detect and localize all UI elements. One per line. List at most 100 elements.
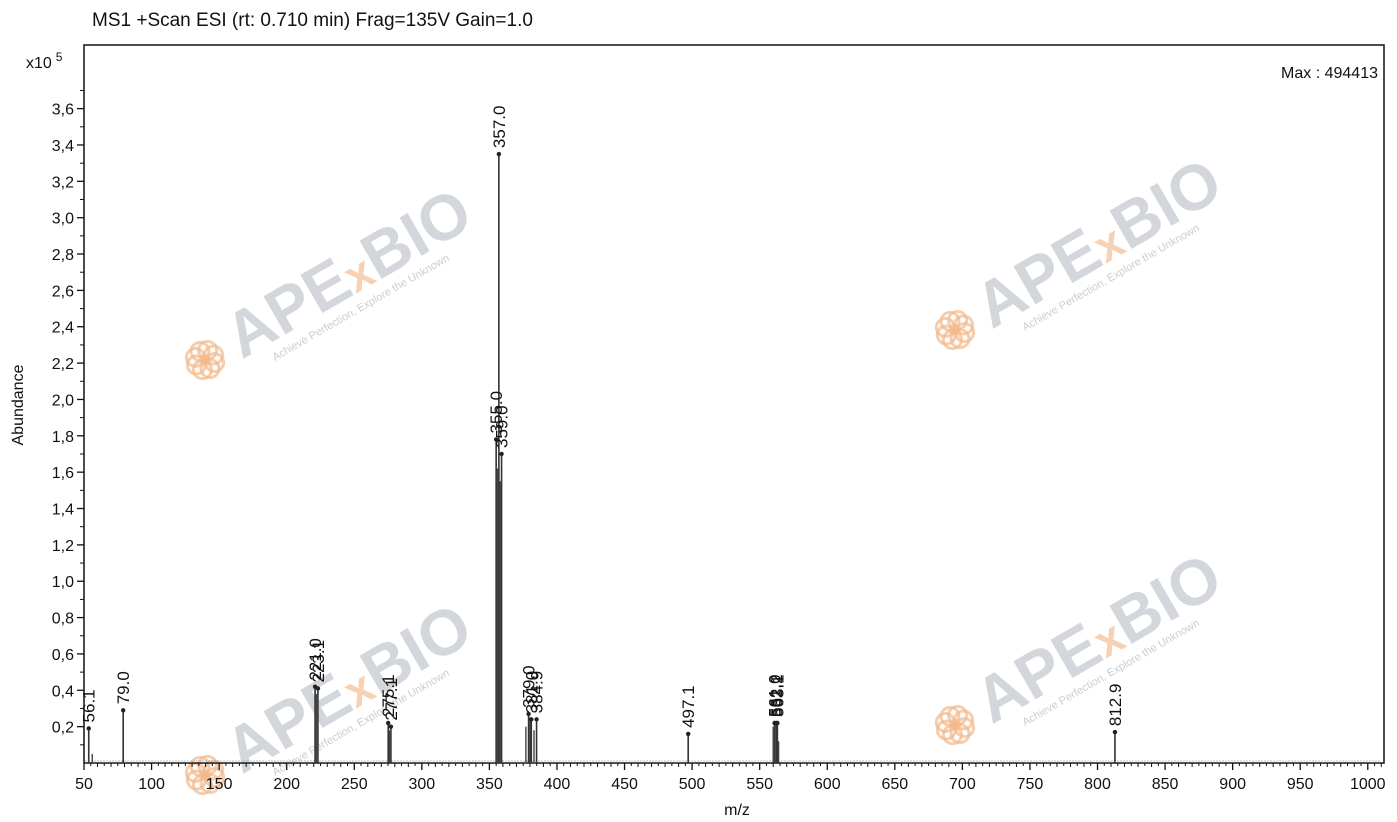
x-tick-label: 800 (1084, 776, 1111, 793)
peak-label: 277.1 (382, 678, 401, 721)
y-exponent-label: 5 (56, 50, 63, 64)
x-tick-label: 650 (881, 776, 908, 793)
peak-marker (529, 717, 534, 722)
axes-layer: 50 100 150 200 250 300 350 400 450 500 550 600 650 70… (52, 89, 1386, 793)
y-tick-label: 0,4 (52, 683, 74, 700)
logo-center (199, 769, 211, 781)
peak-label: 275.1 (379, 674, 398, 717)
baseline-noise (85, 760, 1380, 763)
peaks-layer (85, 154, 1380, 763)
logo-petal (197, 339, 219, 361)
peak-label: 56.1 (80, 689, 99, 722)
peak-marker (315, 686, 321, 691)
x-tick-label: 250 (341, 776, 368, 793)
y-tick-label: 2,8 (52, 247, 74, 264)
y-tick-label: 0,2 (52, 720, 74, 737)
y-tick-label: 0,6 (52, 647, 74, 664)
y-tick-label: 3,6 (52, 102, 74, 119)
logo-petal (947, 704, 969, 726)
logo-center (949, 719, 961, 731)
peak-marker (385, 720, 391, 726)
x-tick-label: 750 (1017, 776, 1044, 793)
x-tick-label: 550 (746, 776, 773, 793)
peak-label: 562.2 (767, 674, 786, 717)
x-tick-label: 600 (814, 776, 841, 793)
x-tick-label: 100 (138, 776, 165, 793)
peak-label: 497.1 (679, 685, 698, 728)
peak-marker (775, 720, 780, 726)
x-tick-label: 450 (611, 776, 638, 793)
x-tick-label: 900 (1219, 776, 1246, 793)
peak-marker (499, 451, 504, 457)
apexbio-logo-icon (934, 309, 976, 351)
peak-label: 379.0 (520, 665, 539, 708)
peak-label: 381.0 (522, 671, 541, 714)
apexbio-logo-icon (184, 754, 226, 796)
x-tick-label: 50 (75, 776, 93, 793)
peak-label: 812.9 (1106, 684, 1125, 727)
peak-label: 221.0 (306, 638, 325, 681)
y-multiplier-label: x10 5 (26, 50, 63, 72)
y-tick-label: 3,2 (52, 174, 74, 191)
y-tick-label: 1,8 (52, 429, 74, 446)
watermark-brand: APExBIO (213, 589, 484, 787)
x-tick-label: 950 (1287, 776, 1314, 793)
chart-title: MS1 +Scan ESI (rt: 0.710 min) Frag=135V … (92, 10, 533, 31)
y-tick-label: 0,8 (52, 611, 74, 628)
peak-label: 563.1 (768, 674, 787, 717)
logo-petal (947, 309, 969, 331)
x-tick-label: 350 (476, 776, 503, 793)
x-tick-label: 150 (206, 776, 233, 793)
y-tick-label: 2,4 (52, 320, 74, 337)
peak-label: 79.0 (114, 671, 133, 704)
x-tick-label: 400 (544, 776, 571, 793)
y-axis-title: Abundance (10, 364, 27, 445)
peak-marker (496, 151, 502, 157)
y-tick-label: 2,0 (52, 392, 74, 409)
x-tick-label: 200 (273, 776, 300, 793)
y-tick-label: 3,0 (52, 211, 74, 228)
x-tick-label: 500 (679, 776, 706, 793)
y-tick-label: 1,6 (52, 465, 74, 482)
watermark-brand: APExBIO (963, 144, 1234, 342)
y-tick-label: 1,4 (52, 502, 74, 519)
x-axis-title: m/z (724, 802, 750, 819)
apexbio-logo-icon (934, 704, 976, 746)
peak-marker (534, 717, 539, 722)
y-tick-label: 1,2 (52, 538, 74, 555)
y-tick-label: 3,4 (52, 138, 74, 155)
peak-marker (493, 437, 499, 442)
peak-label: 223.1 (309, 640, 328, 683)
logo-petal (197, 754, 219, 776)
peak-marker (526, 711, 531, 717)
peak-label: 357.0 (490, 106, 509, 149)
x-tick-label: 300 (408, 776, 435, 793)
y-tick-label: 2,2 (52, 356, 74, 373)
peak-label: 384.9 (528, 671, 547, 714)
peak-label: 359.0 (493, 405, 512, 448)
y-tick-label: 2,6 (52, 283, 74, 300)
watermark-brand: APExBIO (963, 539, 1234, 737)
peak-label: 561.0 (766, 674, 785, 717)
peak-marker (1112, 729, 1118, 735)
x-tick-label: 700 (949, 776, 976, 793)
peak-marker (86, 726, 91, 731)
x-tick-label: 1000 (1350, 776, 1386, 793)
logo-center (199, 354, 211, 366)
y-tick-label: 1,0 (52, 574, 74, 591)
x-tick-label: 850 (1152, 776, 1179, 793)
logo-center (949, 324, 961, 336)
peak-label: 355.0 (487, 391, 506, 434)
peak-marker (685, 731, 691, 737)
apexbio-logo-icon (184, 339, 226, 381)
watermark-brand: APExBIO (213, 174, 484, 372)
peak-marker (388, 724, 394, 729)
peak-marker (120, 708, 126, 713)
max-annotation: Max : 494413 (1281, 65, 1378, 82)
